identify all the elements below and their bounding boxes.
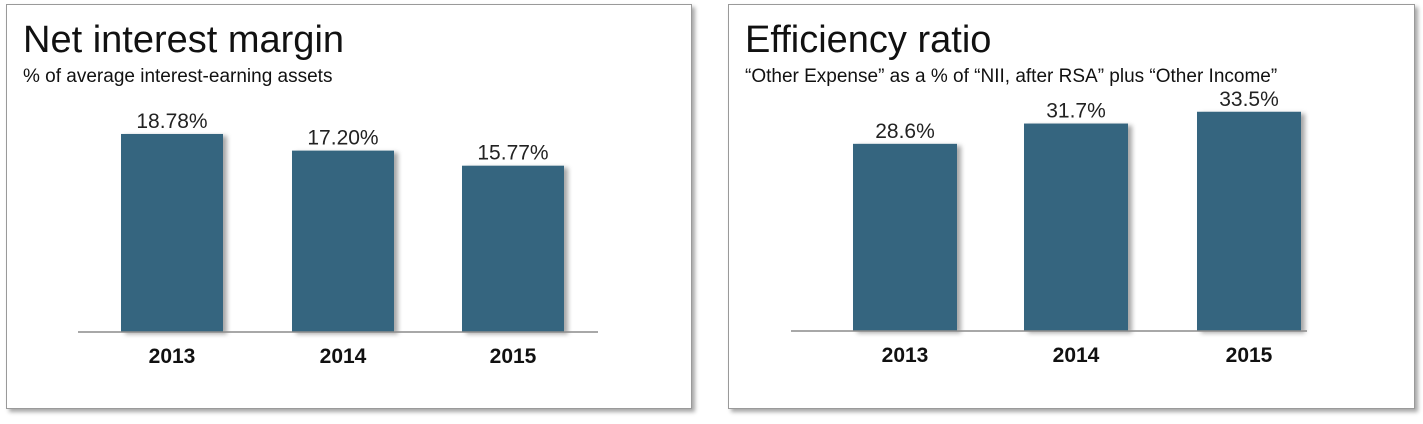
bar-2013 xyxy=(853,143,957,331)
bar-2015 xyxy=(1197,111,1301,332)
chart-panel-net-interest-margin: Net interest margin % of average interes… xyxy=(6,4,692,409)
bar-2013 xyxy=(121,133,223,332)
data-label-2015: 15.77% xyxy=(477,142,548,165)
chart-subtitle: % of average interest-earning assets xyxy=(23,66,333,87)
data-label-2013: 28.6% xyxy=(875,120,935,143)
x-tick-label-2015: 2015 xyxy=(490,345,537,368)
x-tick-label-2013: 2013 xyxy=(882,344,929,367)
chart-subtitle: “Other Expense” as a % of “NII, after RS… xyxy=(745,66,1278,87)
chart-title: Efficiency ratio xyxy=(745,19,992,61)
bar-chart-efficiency-ratio: 28.6% 2013 31.7% 2014 33.5% 2015 xyxy=(791,88,1307,367)
chart-title: Net interest margin xyxy=(23,19,345,61)
x-tick-label-2015: 2015 xyxy=(1226,344,1273,367)
x-tick-label-2014: 2014 xyxy=(320,345,367,368)
data-label-2013: 18.78% xyxy=(136,110,207,133)
bar-2014 xyxy=(1024,123,1128,331)
data-label-2015: 33.5% xyxy=(1219,88,1279,111)
bar-chart-net-interest-margin: 18.78% 2013 17.20% 2014 15.77% 2015 xyxy=(78,110,598,368)
data-label-2014: 17.20% xyxy=(307,127,378,150)
data-label-2014: 31.7% xyxy=(1046,100,1106,123)
bar-2014 xyxy=(292,150,394,332)
x-tick-label-2014: 2014 xyxy=(1053,344,1100,367)
x-tick-label-2013: 2013 xyxy=(149,345,196,368)
chart-panel-efficiency-ratio: Efficiency ratio “Other Expense” as a % … xyxy=(728,4,1415,409)
bar-2015 xyxy=(462,165,564,332)
